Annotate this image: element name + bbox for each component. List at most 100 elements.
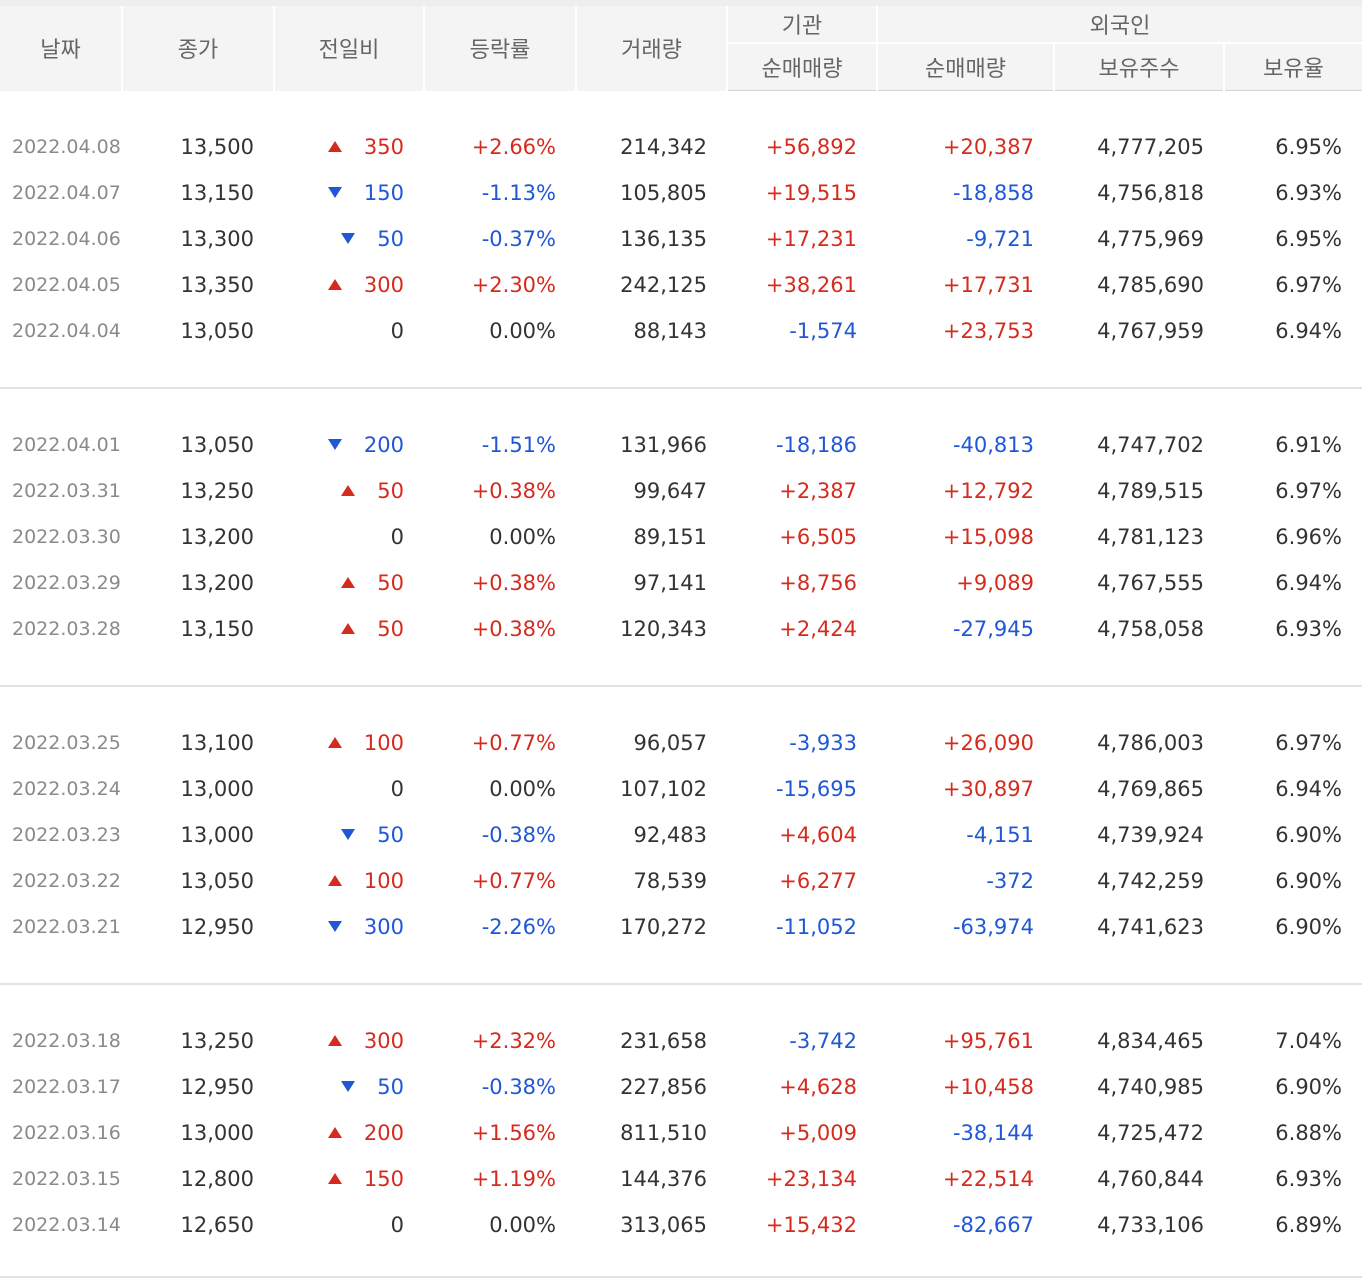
col-rate-header: 등락률	[423, 0, 576, 91]
cell-rate: +2.32%	[471, 1029, 556, 1053]
cell-inst-net: +2,387	[779, 479, 857, 503]
triangle-up-icon	[341, 485, 356, 496]
cell-date: 2022.04.06	[12, 228, 121, 250]
cell-volume: 96,057	[633, 731, 707, 755]
cell-change: 50	[274, 606, 424, 652]
cell-foreign-ratio: 6.93%	[1275, 1167, 1342, 1191]
cell-close: 13,050	[180, 433, 254, 457]
cell-volume: 313,065	[620, 1213, 707, 1237]
cell-foreign-shares: 4,767,555	[1097, 571, 1204, 595]
cell-rate: 0.00%	[489, 1213, 556, 1237]
cell-date: 2022.03.15	[12, 1168, 121, 1190]
cell-date: 2022.03.18	[12, 1030, 121, 1052]
cell-change: 0	[274, 514, 424, 560]
cell-date: 2022.03.16	[12, 1122, 121, 1144]
cell-foreign-ratio: 6.94%	[1275, 777, 1342, 801]
cell-volume: 105,805	[620, 181, 707, 205]
col-close-header: 종가	[121, 0, 274, 91]
cell-change: 150	[274, 1156, 424, 1202]
table-row: 2022.03.15 12,800 150 +1.19% 144,376 +23,134 +…	[0, 1156, 1362, 1202]
cell-volume: 89,151	[633, 525, 707, 549]
cell-close: 12,650	[180, 1213, 254, 1237]
cell-foreign-ratio: 6.94%	[1275, 571, 1342, 595]
cell-inst-net: -3,933	[789, 731, 857, 755]
change-value: 50	[377, 479, 404, 503]
table-row: 2022.04.04 13,050 0 0.00% 88,143 -1,574 +23,75…	[0, 308, 1362, 354]
cell-foreign-shares: 4,741,623	[1097, 915, 1204, 939]
cell-rate: +1.56%	[471, 1121, 556, 1145]
cell-foreign-net: -18,858	[952, 181, 1034, 205]
cell-rate: -0.37%	[481, 227, 556, 251]
cell-inst-net: +17,231	[765, 227, 857, 251]
cell-volume: 107,102	[620, 777, 707, 801]
cell-close: 13,350	[180, 273, 254, 297]
table-row: 2022.03.21 12,950 300 -2.26% 170,272 -11,052 -…	[0, 904, 1362, 950]
table-row: 2022.03.24 13,000 0 0.00% 107,102 -15,695 +30,…	[0, 766, 1362, 812]
cell-foreign-shares: 4,786,003	[1097, 731, 1204, 755]
cell-close: 13,050	[180, 869, 254, 893]
change-value: 0	[390, 319, 404, 343]
cell-foreign-shares: 4,742,259	[1097, 869, 1204, 893]
cell-foreign-net: -40,813	[952, 433, 1034, 457]
table-row: 2022.03.22 13,050 100 +0.77% 78,539 +6,277 -37…	[0, 858, 1362, 904]
cell-rate: -0.38%	[481, 823, 556, 847]
triangle-up-icon	[327, 279, 342, 290]
cell-foreign-shares: 4,733,106	[1097, 1213, 1204, 1237]
col-foreign-net-header: 순매매량	[876, 43, 1054, 91]
cell-inst-net: +15,432	[765, 1213, 857, 1237]
cell-rate: -2.26%	[481, 915, 556, 939]
triangle-up-icon	[327, 1035, 342, 1046]
cell-inst-net: +6,505	[779, 525, 857, 549]
cell-close: 13,000	[180, 777, 254, 801]
col-foreign-shares-header: 보유주수	[1053, 43, 1224, 91]
cell-rate: +2.30%	[471, 273, 556, 297]
cell-date: 2022.03.17	[12, 1076, 121, 1098]
cell-foreign-net: -82,667	[952, 1213, 1034, 1237]
cell-foreign-net: +12,792	[942, 479, 1034, 503]
table-row: 2022.03.23 13,000 50 -0.38% 92,483 +4,604 -4,1…	[0, 812, 1362, 858]
change-value: 100	[363, 731, 404, 755]
cell-close: 13,050	[180, 319, 254, 343]
cell-inst-net: +2,424	[779, 617, 857, 641]
cell-change: 50	[274, 1064, 424, 1110]
cell-foreign-shares: 4,781,123	[1097, 525, 1204, 549]
cell-date: 2022.03.25	[12, 732, 121, 754]
cell-foreign-ratio: 6.97%	[1275, 479, 1342, 503]
cell-change: 300	[274, 1018, 424, 1064]
cell-volume: 99,647	[633, 479, 707, 503]
triangle-up-icon	[341, 577, 356, 588]
table-row: 2022.03.14 12,650 0 0.00% 313,065 +15,432 -82,…	[0, 1202, 1362, 1248]
cell-date: 2022.03.22	[12, 870, 121, 892]
table-row: 2022.04.06 13,300 50 -0.37% 136,135 +17,231 -9…	[0, 216, 1362, 262]
group-separator	[0, 984, 1362, 1018]
cell-foreign-ratio: 6.97%	[1275, 273, 1342, 297]
group-separator	[0, 91, 1362, 125]
cell-rate: -1.13%	[481, 181, 556, 205]
triangle-down-icon	[341, 1081, 356, 1092]
cell-inst-net: +6,277	[779, 869, 857, 893]
cell-inst-net: +38,261	[765, 273, 857, 297]
cell-date: 2022.04.05	[12, 274, 121, 296]
cell-change: 300	[274, 262, 424, 308]
cell-foreign-net: +95,761	[942, 1029, 1034, 1053]
table-row: 2022.03.28 13,150 50 +0.38% 120,343 +2,424 -27…	[0, 606, 1362, 652]
triangle-up-icon	[327, 1127, 342, 1138]
cell-foreign-ratio: 6.94%	[1275, 319, 1342, 343]
cell-foreign-net: -4,151	[966, 823, 1034, 847]
change-value: 100	[363, 869, 404, 893]
cell-close: 12,950	[180, 1075, 254, 1099]
cell-foreign-net: -27,945	[952, 617, 1034, 641]
cell-volume: 231,658	[620, 1029, 707, 1053]
cell-foreign-shares: 4,767,959	[1097, 319, 1204, 343]
cell-foreign-ratio: 6.90%	[1275, 915, 1342, 939]
table-row: 2022.04.01 13,050 200 -1.51% 131,966 -18,186 -…	[0, 422, 1362, 468]
group-separator	[0, 354, 1362, 389]
cell-foreign-shares: 4,789,515	[1097, 479, 1204, 503]
cell-change: 150	[274, 170, 424, 216]
cell-foreign-ratio: 6.91%	[1275, 433, 1342, 457]
cell-rate: +0.38%	[471, 617, 556, 641]
cell-change: 200	[274, 1110, 424, 1156]
col-volume-header: 거래량	[575, 0, 727, 91]
